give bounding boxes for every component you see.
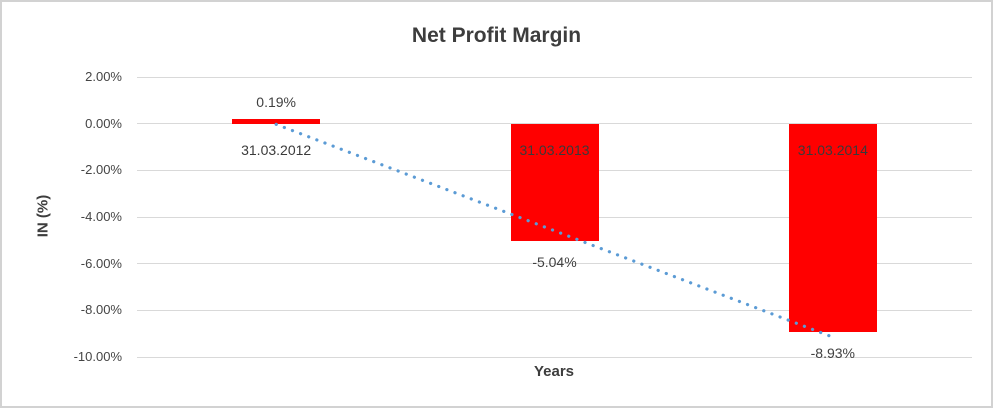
y-axis-tick-label: -8.00%	[80, 302, 122, 318]
bar-value-label: -5.04%	[532, 254, 577, 271]
bar	[232, 119, 321, 124]
gridline	[137, 76, 972, 78]
bar-value-label: -8.93%	[810, 345, 855, 362]
bar-value-label: 0.19%	[256, 94, 296, 111]
bar-category-label: 31.03.2014	[797, 141, 868, 158]
x-axis-title: Years	[533, 363, 575, 380]
y-axis-tick-label: -2.00%	[80, 162, 122, 178]
y-axis-tick-label: -4.00%	[80, 209, 122, 224]
bar-category-label: 31.03.2013	[519, 141, 590, 158]
y-axis-tick-label: 2.00%	[85, 69, 122, 84]
y-axis-tick-label: -10.00%	[73, 349, 122, 364]
y-axis-tick-label: 0.00%	[85, 115, 122, 131]
chart-title: Net Profit Margin	[411, 24, 582, 47]
gridline	[137, 356, 972, 358]
y-axis-tick-label: -6.00%	[80, 255, 122, 271]
bar-category-label: 31.03.2012	[241, 141, 312, 158]
